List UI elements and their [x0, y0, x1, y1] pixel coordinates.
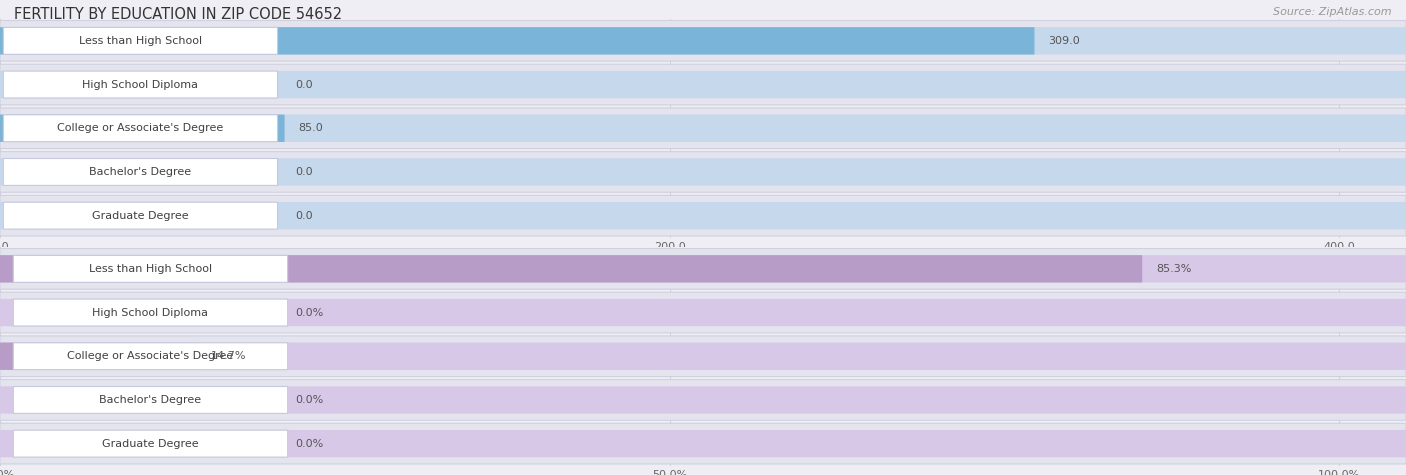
FancyBboxPatch shape — [0, 342, 1406, 370]
FancyBboxPatch shape — [0, 114, 1406, 142]
FancyBboxPatch shape — [0, 342, 197, 370]
FancyBboxPatch shape — [3, 71, 277, 98]
Text: Graduate Degree: Graduate Degree — [93, 210, 188, 221]
FancyBboxPatch shape — [0, 20, 1406, 61]
Text: 85.3%: 85.3% — [1156, 264, 1192, 274]
FancyBboxPatch shape — [0, 336, 1406, 377]
Text: 0.0%: 0.0% — [295, 307, 323, 318]
FancyBboxPatch shape — [0, 248, 1406, 289]
FancyBboxPatch shape — [0, 380, 1406, 420]
FancyBboxPatch shape — [3, 28, 277, 54]
Text: High School Diploma: High School Diploma — [93, 307, 208, 318]
FancyBboxPatch shape — [0, 195, 1406, 236]
Text: 0.0: 0.0 — [295, 167, 314, 177]
Text: 14.7%: 14.7% — [211, 351, 246, 361]
FancyBboxPatch shape — [0, 202, 1406, 229]
FancyBboxPatch shape — [0, 299, 1406, 326]
Text: 0.0%: 0.0% — [295, 438, 323, 449]
FancyBboxPatch shape — [0, 292, 1406, 333]
Text: Graduate Degree: Graduate Degree — [103, 438, 198, 449]
FancyBboxPatch shape — [3, 159, 277, 185]
Text: Less than High School: Less than High School — [79, 36, 202, 46]
Text: 0.0: 0.0 — [295, 79, 314, 90]
FancyBboxPatch shape — [13, 430, 288, 457]
FancyBboxPatch shape — [13, 299, 288, 326]
Text: Bachelor's Degree: Bachelor's Degree — [90, 167, 191, 177]
FancyBboxPatch shape — [13, 256, 288, 282]
Text: 0.0: 0.0 — [295, 210, 314, 221]
FancyBboxPatch shape — [0, 255, 1142, 283]
FancyBboxPatch shape — [0, 423, 1406, 464]
Text: College or Associate's Degree: College or Associate's Degree — [67, 351, 233, 361]
FancyBboxPatch shape — [0, 64, 1406, 105]
FancyBboxPatch shape — [13, 387, 288, 413]
FancyBboxPatch shape — [0, 114, 284, 142]
FancyBboxPatch shape — [0, 71, 1406, 98]
FancyBboxPatch shape — [0, 27, 1035, 55]
Text: 0.0%: 0.0% — [295, 395, 323, 405]
FancyBboxPatch shape — [3, 115, 277, 142]
Text: Source: ZipAtlas.com: Source: ZipAtlas.com — [1274, 7, 1392, 17]
FancyBboxPatch shape — [0, 255, 1406, 283]
FancyBboxPatch shape — [0, 152, 1406, 192]
FancyBboxPatch shape — [0, 27, 1406, 55]
Text: Bachelor's Degree: Bachelor's Degree — [100, 395, 201, 405]
Text: College or Associate's Degree: College or Associate's Degree — [58, 123, 224, 133]
FancyBboxPatch shape — [0, 108, 1406, 149]
FancyBboxPatch shape — [0, 158, 1406, 186]
Text: 85.0: 85.0 — [298, 123, 323, 133]
Text: Less than High School: Less than High School — [89, 264, 212, 274]
FancyBboxPatch shape — [13, 343, 288, 370]
FancyBboxPatch shape — [0, 386, 1406, 414]
Text: 309.0: 309.0 — [1049, 36, 1080, 46]
Text: High School Diploma: High School Diploma — [83, 79, 198, 90]
FancyBboxPatch shape — [0, 430, 1406, 457]
Text: FERTILITY BY EDUCATION IN ZIP CODE 54652: FERTILITY BY EDUCATION IN ZIP CODE 54652 — [14, 7, 342, 22]
FancyBboxPatch shape — [3, 202, 277, 229]
